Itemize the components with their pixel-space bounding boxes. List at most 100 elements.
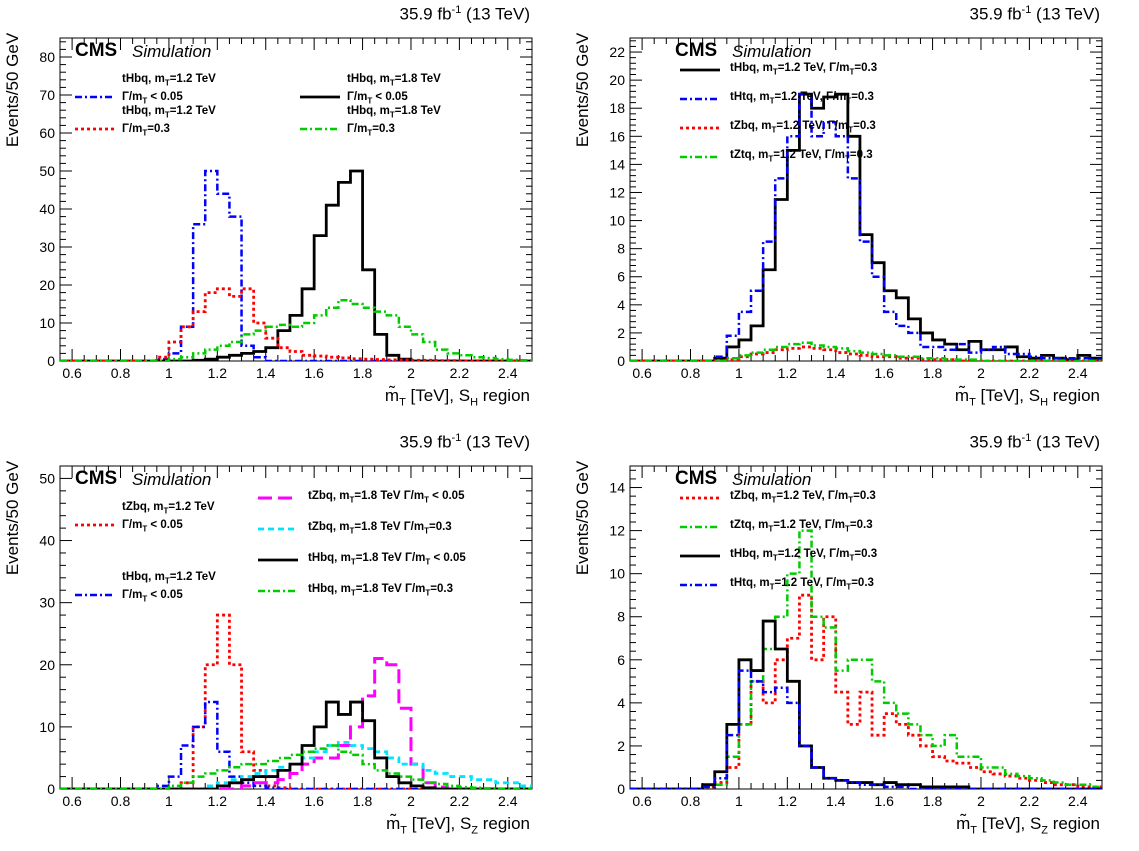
x-tick-label: 1.4 — [826, 793, 846, 809]
x-tick-label: 1.6 — [304, 793, 324, 809]
x-tick-label: 0.6 — [62, 365, 82, 381]
x-tick-label: 1 — [165, 365, 173, 381]
x-tick-label: 1.2 — [778, 793, 798, 809]
y-axis-label: Events/50 GeV — [3, 32, 22, 148]
x-tick-label: 1.8 — [353, 793, 373, 809]
cms-label: CMS — [675, 468, 718, 489]
panel-sz-process-compare: 0 2 4 6 8 10 12 14 0.6 0.8 1 1.2 1.4 1.6 1.8 2 2.2 2.4 35.… — [570, 428, 1130, 848]
x-tick-label: 2.2 — [450, 793, 470, 809]
y-tick-label: 20 — [39, 657, 55, 673]
series-line-1 — [630, 529, 1102, 789]
y-tick-label: 22 — [609, 44, 625, 60]
x-tick-label: 2 — [407, 365, 415, 381]
x-tick-label: 0.8 — [111, 365, 131, 381]
legend-entry-label: tHbq, mT=1.8 TeV — [347, 105, 441, 120]
x-tick-label: 0.6 — [632, 793, 652, 809]
panel-sh-process-compare: 0 2 4 6 8 10 12 14 16 18 20 22 0.6 0.8 1 1.2 1.4 1.6 1.8 2 2… — [570, 0, 1130, 420]
x-tick-label: 1 — [735, 793, 743, 809]
plot-frame — [629, 37, 1103, 362]
y-tick-label: 4 — [617, 695, 625, 711]
y-tick-label: 30 — [39, 595, 55, 611]
y-axis-label: Events/50 GeV — [573, 32, 592, 148]
x-tick-label: 2.4 — [1068, 365, 1088, 381]
cms-label: CMS — [75, 40, 118, 61]
cms-label: CMS — [75, 468, 118, 489]
y-tick-label: 10 — [609, 213, 625, 229]
x-axis-label: m̃T [TeV], SH region — [954, 386, 1100, 409]
legend-entry-label-2: Γ/mT=0.3 — [347, 123, 395, 138]
y-tick-label: 10 — [609, 566, 625, 582]
y-tick-label: 40 — [39, 201, 55, 217]
legend-entry-label: tHbq, mT=1.2 TeV — [122, 571, 216, 586]
simulation-label: Simulation — [132, 470, 212, 489]
x-tick-label: 0.8 — [681, 365, 701, 381]
x-axis-label: m̃T [TeV], SZ region — [386, 814, 530, 837]
x-tick-label: 2 — [977, 365, 985, 381]
legend-entry-label: tHbq, mT=1.8 TeV Γ/mT < 0.05 — [308, 552, 466, 567]
y-tick-label: 0 — [47, 781, 55, 797]
y-tick-label: 16 — [609, 128, 625, 144]
series-line-2 — [630, 619, 1102, 789]
x-tick-label: 0.8 — [681, 793, 701, 809]
y-tick-label: 10 — [39, 719, 55, 735]
y-tick-label: 50 — [39, 163, 55, 179]
y-tick-label: 14 — [609, 480, 625, 496]
y-tick-label: 40 — [39, 533, 55, 549]
x-tick-label: 1.6 — [874, 365, 894, 381]
legend-entry-label: tHbq, mT=1.2 TeV, Γ/mT=0.3 — [730, 62, 878, 77]
x-tick-label: 1.4 — [256, 365, 276, 381]
x-tick-label: 2.4 — [498, 793, 518, 809]
plot-frame — [629, 465, 1103, 790]
lumi-label: 35.9 fb-1 (13 TeV) — [969, 432, 1100, 452]
y-axis-label: Events/50 GeV — [3, 460, 22, 576]
lumi-label: 35.9 fb-1 (13 TeV) — [399, 432, 530, 452]
series-line-2 — [60, 287, 532, 361]
simulation-label: Simulation — [132, 42, 212, 61]
x-tick-label: 1 — [735, 365, 743, 381]
panel-sh-narrow-wide: 0 10 20 30 40 50 60 70 80 0.6 0.8 1 1.2 1.4 1.6 1.8 2 2.2… — [0, 0, 560, 420]
series-line-2 — [60, 657, 532, 789]
legend-entry-label-2: Γ/mT < 0.05 — [122, 91, 183, 106]
series-line-0 — [60, 613, 532, 789]
y-tick-label: 80 — [39, 49, 55, 65]
plot-svg: 0 10 20 30 40 50 60 70 80 0.6 0.8 1 1.2 1.4 1.6 1.8 2 2.2… — [39, 37, 533, 381]
x-tick-label: 2.2 — [1020, 365, 1040, 381]
legend-entry-label: tZbq, mT=1.8 TeV Γ/mT < 0.05 — [308, 490, 465, 505]
series-line-4 — [60, 700, 532, 789]
x-tick-label: 1.8 — [353, 365, 373, 381]
legend-entry-label-2: Γ/mT < 0.05 — [122, 519, 183, 534]
y-tick-label: 2 — [617, 325, 625, 341]
simulation-label: Simulation — [732, 470, 812, 489]
x-axis-label: m̃T [TeV], SH region — [384, 386, 530, 409]
y-tick-label: 8 — [617, 241, 625, 257]
series-line-1 — [60, 700, 532, 789]
lumi-label: 35.9 fb-1 (13 TeV) — [969, 4, 1100, 24]
legend-entry-label: tZbq, mT=1.2 TeV, Γ/mT=0.3 — [730, 120, 876, 135]
y-tick-label: 0 — [617, 353, 625, 369]
legend-entry-label: tZbq, mT=1.8 TeV Γ/mT=0.3 — [308, 521, 452, 536]
y-tick-label: 60 — [39, 125, 55, 141]
legend-entry-label: tHbq, mT=1.2 TeV — [122, 73, 216, 88]
y-tick-label: 4 — [617, 297, 625, 313]
x-tick-label: 0.6 — [62, 793, 82, 809]
y-tick-label: 70 — [39, 87, 55, 103]
y-tick-label: 6 — [617, 269, 625, 285]
y-tick-label: 50 — [39, 470, 55, 486]
x-tick-label: 0.8 — [111, 793, 131, 809]
x-tick-label: 0.6 — [632, 365, 652, 381]
series-line-1 — [630, 92, 1102, 361]
y-tick-label: 12 — [609, 184, 625, 200]
y-tick-label: 18 — [609, 100, 625, 116]
plot-svg: 0 10 20 30 40 50 0.6 0.8 1 1.2 1.4 1.6 1.8 2 2.2 2.4 — [39, 465, 533, 809]
x-tick-label: 2.2 — [450, 365, 470, 381]
plot-svg: 0 2 4 6 8 10 12 14 0.6 0.8 1 1.2 1.4 1.6 1.8 2 2.2 2.4 — [609, 465, 1103, 809]
series-line-3 — [630, 341, 1102, 361]
y-tick-label: 0 — [47, 353, 55, 369]
x-tick-label: 1.2 — [208, 793, 228, 809]
x-tick-label: 1.8 — [923, 793, 943, 809]
y-tick-label: 20 — [609, 72, 625, 88]
x-tick-label: 1.2 — [778, 365, 798, 381]
y-tick-label: 8 — [617, 609, 625, 625]
legend-entry-label: tHbq, mT=1.2 TeV, Γ/mT=0.3 — [730, 548, 878, 563]
